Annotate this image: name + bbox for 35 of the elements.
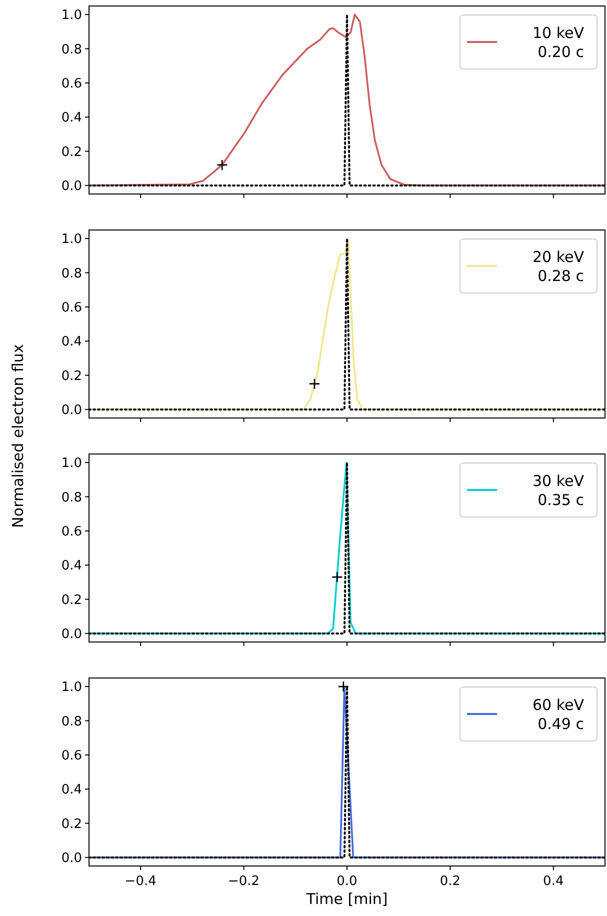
x-tick-label: 0.2 [440,874,461,889]
y-tick-label: 1.0 [61,456,82,472]
y-tick-label: 1.0 [61,8,82,24]
legend-label: 10 keV 0.20 c [532,24,585,61]
y-tick-label: 0.2 [61,144,82,160]
y-tick-label: 0.6 [61,76,82,92]
y-tick-label: 0.0 [61,627,82,642]
y-tick-label: 0.6 [61,300,82,316]
legend-label: 20 keV 0.28 c [532,248,585,285]
x-tick-label: −0.4 [124,874,156,889]
y-tick-label: 0.4 [61,782,82,798]
y-tick-label: 0.8 [61,266,82,282]
x-tick-label: −0.2 [228,874,260,889]
y-tick-label: 1.0 [61,232,82,248]
y-tick-label: 0.4 [61,558,82,574]
y-tick-label: 0.0 [61,851,82,866]
x-axis-title: Time [min] [305,890,388,908]
y-tick-label: 0.6 [61,524,82,540]
x-tick-label: 0.4 [543,874,564,889]
y-tick-label: 0.2 [61,592,82,608]
y-tick-label: 1.0 [61,680,82,696]
y-axis-title: Normalised electron flux [9,344,27,528]
y-tick-label: 0.8 [61,490,82,506]
y-tick-label: 0.4 [61,334,82,350]
y-tick-label: 0.8 [61,714,82,730]
y-tick-label: 0.0 [61,403,82,418]
y-tick-label: 0.8 [61,42,82,58]
x-tick-label: 0.0 [336,874,358,889]
legend-label: 30 keV 0.35 c [532,472,585,509]
y-tick-label: 0.6 [61,748,82,764]
y-tick-label: 0.0 [61,179,82,194]
legend-label: 60 keV 0.49 c [532,696,585,733]
y-tick-label: 0.4 [61,110,82,126]
y-tick-label: 0.2 [61,368,82,384]
y-tick-label: 0.2 [61,816,82,832]
